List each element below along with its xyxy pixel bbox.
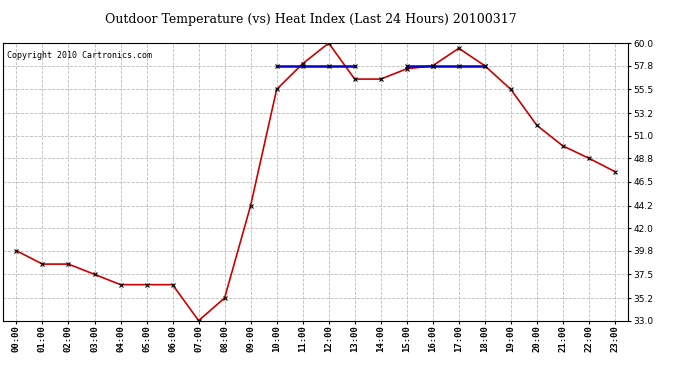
Text: Copyright 2010 Cartronics.com: Copyright 2010 Cartronics.com <box>7 51 152 60</box>
Text: Outdoor Temperature (vs) Heat Index (Last 24 Hours) 20100317: Outdoor Temperature (vs) Heat Index (Las… <box>105 13 516 26</box>
